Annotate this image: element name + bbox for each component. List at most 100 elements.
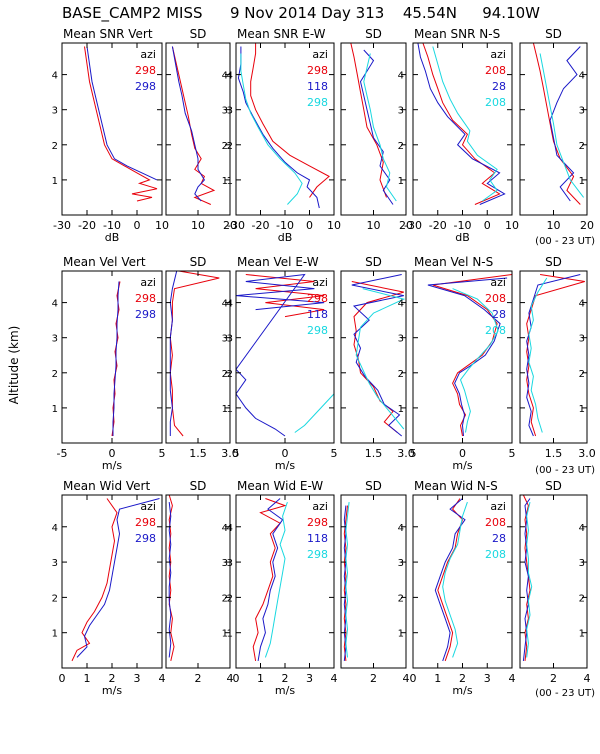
panel-wid-ns-sd: SD 2 4 1 2 3 4	[519, 479, 591, 685]
series-line-cyan	[345, 502, 350, 658]
x-tick-label: 5	[509, 447, 516, 460]
series-line-red	[422, 43, 501, 205]
y-tick-label-right: 2	[398, 141, 404, 152]
y-tick-label: 4	[52, 523, 58, 534]
legend-entry-cyan: 298	[307, 324, 328, 337]
x-tick-label: 4	[159, 672, 166, 685]
x-tick-label: 0	[484, 219, 491, 232]
y-tick-label: 2	[227, 141, 233, 152]
x-tick-label: 3.0	[578, 447, 596, 460]
panel-title: SD	[190, 255, 207, 269]
x-tick-label: 2	[550, 672, 557, 685]
series-line-cyan	[264, 501, 288, 658]
panel-frame	[340, 494, 407, 669]
x-tick-label: 5	[159, 447, 166, 460]
legend-title: azi	[140, 276, 156, 289]
legend-entry-blue: 118	[307, 80, 328, 93]
y-tick-label: 3	[227, 106, 233, 117]
y-tick-label-right: 2	[398, 593, 404, 604]
header-lon: 94.10W	[482, 4, 540, 22]
x-tick-label: 20	[223, 219, 237, 232]
panel-vel-ew-sd: SD 1.5 3.0 1 2 3 4	[340, 255, 415, 460]
x-tick-label: 5	[410, 447, 417, 460]
series-line-cyan	[452, 288, 499, 433]
series-line-blue	[434, 498, 466, 662]
legend-entry-red: 298	[307, 64, 328, 77]
x-tick-label: 4	[227, 672, 234, 685]
legend-entry-blue: 298	[135, 80, 156, 93]
y-tick-label: 2	[52, 369, 58, 380]
series-line-blue	[237, 46, 320, 209]
time-range-label-row1: (00 - 23 UT)	[535, 236, 595, 247]
legend-title: azi	[312, 500, 328, 513]
series-line-cyan	[355, 288, 406, 430]
legend-entry-blue: 28	[492, 80, 506, 93]
y-tick-label-right: 4	[222, 299, 228, 310]
header-date: 9 Nov 2014 Day 313	[230, 4, 384, 22]
x-tick-label: -30	[404, 219, 422, 232]
y-tick-label: 1	[227, 176, 233, 187]
panel-snr-ns-sd: SD 10 20 1 2 3 4	[519, 27, 594, 232]
y-tick-label-right: 4	[398, 523, 404, 534]
legend-entry-red: 298	[307, 292, 328, 305]
y-tick-label-right: 1	[398, 176, 404, 187]
x-tick-label: -20	[78, 219, 96, 232]
panel-vel-ns: Mean Vel N-S 5 0 5 m/s azi 208 28 208	[410, 255, 516, 472]
panel-vel-vert: Mean Vel Vert -5 0 5 1 2 3 4 m/s azi 298 298	[52, 255, 166, 472]
series-line-blue	[526, 274, 581, 437]
panel-title: Mean Vel E-W	[237, 255, 319, 269]
y-tick-label: 2	[52, 141, 58, 152]
x-tick-label: -10	[454, 219, 472, 232]
y-tick-label: 1	[52, 629, 58, 640]
x-tick-label: 0	[306, 219, 313, 232]
series-line-red	[250, 43, 330, 198]
y-tick-label: 2	[52, 593, 58, 604]
series-line-red	[252, 498, 287, 661]
legend-entry-blue: 118	[307, 308, 328, 321]
panel-snr-ns: Mean SNR N-S -30 -20 -10 0 10 dB azi 208 28 208	[404, 27, 519, 244]
y-tick-label-right: 4	[398, 299, 404, 310]
legend-entry-red: 298	[135, 516, 156, 529]
y-tick-label: 4	[227, 299, 233, 310]
panel-title: SD	[365, 255, 382, 269]
panel-frame	[165, 270, 231, 444]
x-tick-label: 5	[331, 447, 338, 460]
x-tick-label: 1.5	[189, 447, 207, 460]
legend-entry-blue: 298	[135, 532, 156, 545]
x-tick-label: 0	[109, 447, 116, 460]
series-line-cyan	[539, 53, 584, 198]
y-tick-label-right: 3	[222, 334, 228, 345]
y-tick-label: 2	[227, 593, 233, 604]
y-tick-label: 1	[52, 404, 58, 415]
legend-entry-cyan: 298	[307, 548, 328, 561]
x-tick-label: 3.0	[221, 447, 239, 460]
panel-title: SD	[545, 479, 562, 493]
series-line-red	[351, 281, 404, 433]
panel-title: Mean Wid E-W	[237, 479, 323, 493]
x-axis-label: m/s	[452, 459, 472, 472]
y-axis-label: Altitude (km)	[7, 326, 21, 405]
series-line-cyan	[528, 277, 548, 433]
series-line-blue	[257, 498, 284, 661]
legend-title: azi	[490, 48, 506, 61]
x-axis-label: m/s	[275, 459, 295, 472]
legend-entry-red: 298	[135, 64, 156, 77]
y-tick-label-right: 2	[579, 141, 585, 152]
series-line-cyan	[442, 501, 468, 658]
header-lat: 45.54N	[403, 4, 457, 22]
panel-title: SD	[545, 255, 562, 269]
legend-entry-cyan: 298	[307, 96, 328, 109]
legend-title: azi	[490, 276, 506, 289]
x-tick-label: 1	[84, 672, 91, 685]
series-line-blue	[112, 281, 120, 436]
x-tick-label: 10	[155, 219, 169, 232]
x-tick-label: 3.0	[397, 447, 415, 460]
panel-title: Mean Wid N-S	[414, 479, 498, 493]
legend-entry-blue: 28	[492, 308, 506, 321]
y-tick-label: 1	[227, 629, 233, 640]
x-tick-label: 10	[191, 219, 205, 232]
x-tick-label: 3	[306, 672, 313, 685]
y-tick-label: 3	[52, 334, 58, 345]
y-tick-label-right: 4	[579, 299, 585, 310]
